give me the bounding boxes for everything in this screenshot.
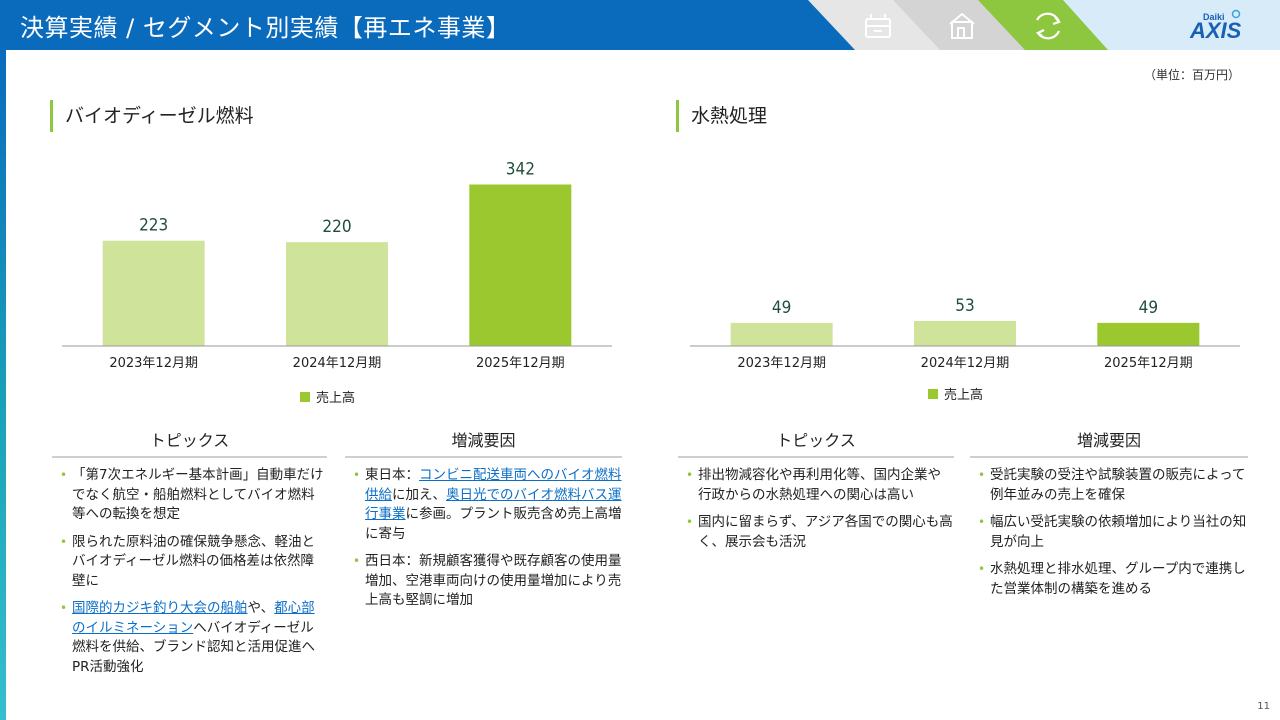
left-topics-heading: トピックス <box>52 428 327 458</box>
x-tick-label: 2023年12月期 <box>737 356 826 371</box>
bullet-text: 幅広い受託実験の依頼増加により当社の知見が向上 <box>990 514 1247 550</box>
bar-value-label: 49 <box>1139 298 1158 318</box>
page-title: 決算実績 / セグメント別実績【再エネ事業】 <box>20 14 511 42</box>
inline-link[interactable]: 都心部のイルミネーション <box>72 600 315 636</box>
left-factors-list: 東日本：コンビニ配送車両へのバイオ燃料供給に加え、奥日光でのバイオ燃料バス運行事… <box>345 466 622 611</box>
left-factors-heading: 増減要因 <box>345 428 622 458</box>
bar-value-label: 53 <box>955 296 974 316</box>
left-topics-list: 「第7次エネルギー基本計画」自動車だけでなく航空・船舶燃料としてバイオ燃料等への… <box>52 466 327 677</box>
right-topics: トピックス 排出物減容化や再利用化等、国内企業や行政からの水熱処理への関心は高い… <box>678 428 954 560</box>
bar-2 <box>914 320 1016 346</box>
x-tick-label: 2024年12月期 <box>921 356 1010 371</box>
legend-swatch <box>928 389 938 399</box>
bullet-item: 限られた原料油の確保競争懸念、軽油とバイオディーゼル燃料の価格差は依然障壁に <box>52 533 327 592</box>
bullet-text: 「第7次エネルギー基本計画」自動車だけでなく航空・船舶燃料としてバイオ燃料等への… <box>72 467 324 522</box>
bullet-text: 水熱処理と排水処理、グループ内で連携した営業体制の構築を進める <box>990 561 1246 597</box>
daiki-axis-logo: Daiki AXIS <box>1189 9 1242 43</box>
bullet-item: 受託実験の受注や試験装置の販売によって例年並みの売上を確保 <box>970 466 1248 505</box>
bullet-item: 幅広い受託実験の依頼増加により当社の知見が向上 <box>970 513 1248 552</box>
bullet-item: 国内に留まらず、アジア各国での関心も高く、展示会も活況 <box>678 513 954 552</box>
x-tick-label: 2025年12月期 <box>476 356 565 371</box>
inline-link[interactable]: コンビニ配送車両へのバイオ燃料供給 <box>365 467 622 503</box>
x-tick-label: 2024年12月期 <box>293 356 382 371</box>
x-tick-label: 2023年12月期 <box>109 356 198 371</box>
section-title-biodiesel: バイオディーゼル燃料 <box>50 100 254 132</box>
bar-1 <box>102 240 205 346</box>
bar-value-label: 220 <box>322 217 351 237</box>
logo-top: Daiki <box>1203 12 1225 22</box>
right-topics-heading: トピックス <box>678 428 954 458</box>
bullet-item: 国際的カジキ釣り大会の船舶や、都心部のイルミネーションへバイオディーゼル燃料を供… <box>52 599 327 677</box>
inline-link[interactable]: 奥日光でのバイオ燃料バス運行事業 <box>365 486 622 523</box>
bullet-item: 西日本：新規顧客獲得や既存顧客の使用量増加、空港車両向けの使用量増加により売上高… <box>345 552 622 611</box>
bullet-text: 国内に留まらず、アジア各国での関心も高く、展示会も活況 <box>698 514 953 550</box>
bullet-text: 限られた原料油の確保競争懸念、軽油とバイオディーゼル燃料の価格差は依然障壁に <box>72 533 315 589</box>
legend-swatch <box>300 392 310 402</box>
bullet-item: 水熱処理と排水処理、グループ内で連携した営業体制の構築を進める <box>970 560 1248 599</box>
recycle-icon[interactable] <box>1035 12 1061 40</box>
bar-3 <box>469 184 572 346</box>
building-sign-icon[interactable] <box>865 14 891 38</box>
bullet-text: へバイオディーゼル燃料を供給、ブランド認知と活用促進へPR活動強化 <box>72 619 315 675</box>
bar-2 <box>286 242 388 346</box>
header-tabs: Daiki AXIS <box>808 0 1280 50</box>
legend-label: 売上高 <box>316 390 355 406</box>
bullet-text: 西日本：新規顧客獲得や既存顧客の使用量増加、空港車両向けの使用量増加により売上高… <box>365 553 622 608</box>
legend-label: 売上高 <box>944 387 983 403</box>
bullet-item: 東日本：コンビニ配送車両へのバイオ燃料供給に加え、奥日光でのバイオ燃料バス運行事… <box>345 466 622 544</box>
logo-main: AXIS <box>1189 18 1242 43</box>
unit-label: （単位：百万円） <box>1143 68 1240 82</box>
left-factors: 増減要因 東日本：コンビニ配送車両へのバイオ燃料供給に加え、奥日光でのバイオ燃料… <box>345 428 622 619</box>
inline-link[interactable]: 国際的カジキ釣り大会の船舶 <box>72 600 248 616</box>
right-topics-list: 排出物減容化や再利用化等、国内企業や行政からの水熱処理への関心は高い国内に留まら… <box>678 466 954 552</box>
bullet-text: 排出物減容化や再利用化等、国内企業や行政からの水熱処理への関心は高い <box>698 467 941 503</box>
bar-value-label: 223 <box>139 216 168 236</box>
left-topics: トピックス 「第7次エネルギー基本計画」自動車だけでなく航空・船舶燃料としてバイ… <box>52 428 327 685</box>
bullet-item: 「第7次エネルギー基本計画」自動車だけでなく航空・船舶燃料としてバイオ燃料等への… <box>52 466 327 525</box>
bullet-text: 受託実験の受注や試験装置の販売によって例年並みの売上を確保 <box>990 467 1246 503</box>
x-tick-label: 2025年12月期 <box>1104 356 1193 371</box>
bar-3 <box>1097 322 1200 346</box>
bullet-text: や、 <box>247 600 275 616</box>
page-number: 11 <box>1257 701 1270 712</box>
right-factors: 増減要因 受託実験の受注や試験装置の販売によって例年並みの売上を確保幅広い受託実… <box>970 428 1248 607</box>
house-icon[interactable] <box>949 12 975 39</box>
bullet-item: 排出物減容化や再利用化等、国内企業や行政からの水熱処理への関心は高い <box>678 466 954 505</box>
left-accent-stripe <box>0 50 6 720</box>
bar-value-label: 49 <box>772 298 791 318</box>
bullet-text: 東日本： <box>365 467 419 483</box>
bar-value-label: 342 <box>506 160 535 180</box>
right-factors-heading: 増減要因 <box>970 428 1248 458</box>
bullet-text: に加え、 <box>392 486 446 503</box>
bar-1 <box>730 322 833 346</box>
right-factors-list: 受託実験の受注や試験装置の販売によって例年並みの売上を確保幅広い受託実験の依頼増… <box>970 466 1248 599</box>
section-title-hydrothermal: 水熱処理 <box>676 100 767 132</box>
bullet-text: に参画。プラント販売含め売上高増に寄与 <box>365 506 622 542</box>
logo-area <box>1063 0 1280 50</box>
